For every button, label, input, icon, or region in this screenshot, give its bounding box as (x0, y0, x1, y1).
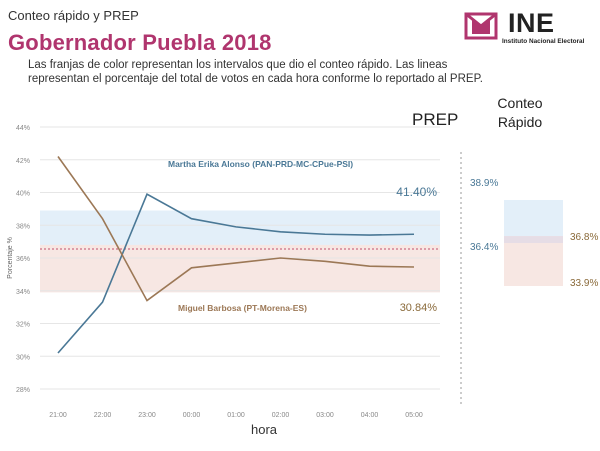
conteo-band-barbosa (504, 236, 563, 286)
interval-high-barbosa: 36.8% (570, 232, 598, 243)
series-label-martha: Martha Erika Alonso (PAN-PRD-MC-CPue-PSI… (168, 159, 353, 169)
y-tick-label: 30% (16, 354, 30, 361)
logo-name: INE (508, 8, 555, 38)
prep-column-heading: PREP (412, 110, 459, 129)
logo-subtitle: Instituto Nacional Electoral (502, 38, 585, 45)
x-tick-label: 01:00 (227, 412, 245, 419)
y-tick-label: 34% (16, 289, 30, 296)
x-tick-label: 05:00 (405, 412, 423, 419)
interval-high-martha: 38.9% (470, 178, 498, 189)
y-tick-label: 42% (16, 158, 30, 165)
final-value-martha: 41.40% (396, 185, 437, 199)
y-tick-label: 38% (16, 223, 30, 230)
conteo-band-martha (504, 200, 563, 243)
x-tick-label: 02:00 (272, 412, 290, 419)
ine-logo: INE Instituto Nacional Electoral (464, 8, 594, 50)
y-axis-label: Porcentaje % (7, 237, 14, 279)
conteo-column-heading: Conteo Rápido (497, 95, 543, 130)
band-martha (40, 210, 440, 252)
x-tick-label: 04:00 (361, 412, 379, 419)
x-axis-label: hora (251, 422, 278, 437)
final-value-barbosa: 30.84% (400, 302, 438, 314)
series-line-barbosa (57, 156, 415, 302)
series-label-barbosa: Miguel Barbosa (PT-Morena-ES) (178, 303, 307, 313)
band-barbosa (40, 244, 440, 293)
interval-low-martha: 36.4% (470, 242, 498, 253)
y-tick-label: 36% (16, 256, 30, 263)
chart-description: Las franjas de color representan los int… (28, 59, 483, 85)
x-tick-label: 23:00 (138, 412, 156, 419)
y-tick-label: 28% (16, 387, 30, 394)
y-tick-label: 32% (16, 322, 30, 329)
y-tick-label: 44% (16, 125, 30, 132)
x-tick-label: 22:00 (94, 412, 112, 419)
x-tick-label: 03:00 (316, 412, 334, 419)
y-tick-label: 40% (16, 191, 30, 198)
x-tick-label: 00:00 (183, 412, 201, 419)
x-tick-label: 21:00 (49, 412, 67, 419)
page-title: Gobernador Puebla 2018 (8, 30, 272, 55)
conteo-band-overlap (504, 236, 563, 243)
interval-low-barbosa: 33.9% (570, 278, 598, 289)
ine-logo-mark-icon (464, 12, 498, 40)
kicker-text: Conteo rápido y PREP (8, 8, 139, 23)
series-line-martha (57, 193, 415, 354)
